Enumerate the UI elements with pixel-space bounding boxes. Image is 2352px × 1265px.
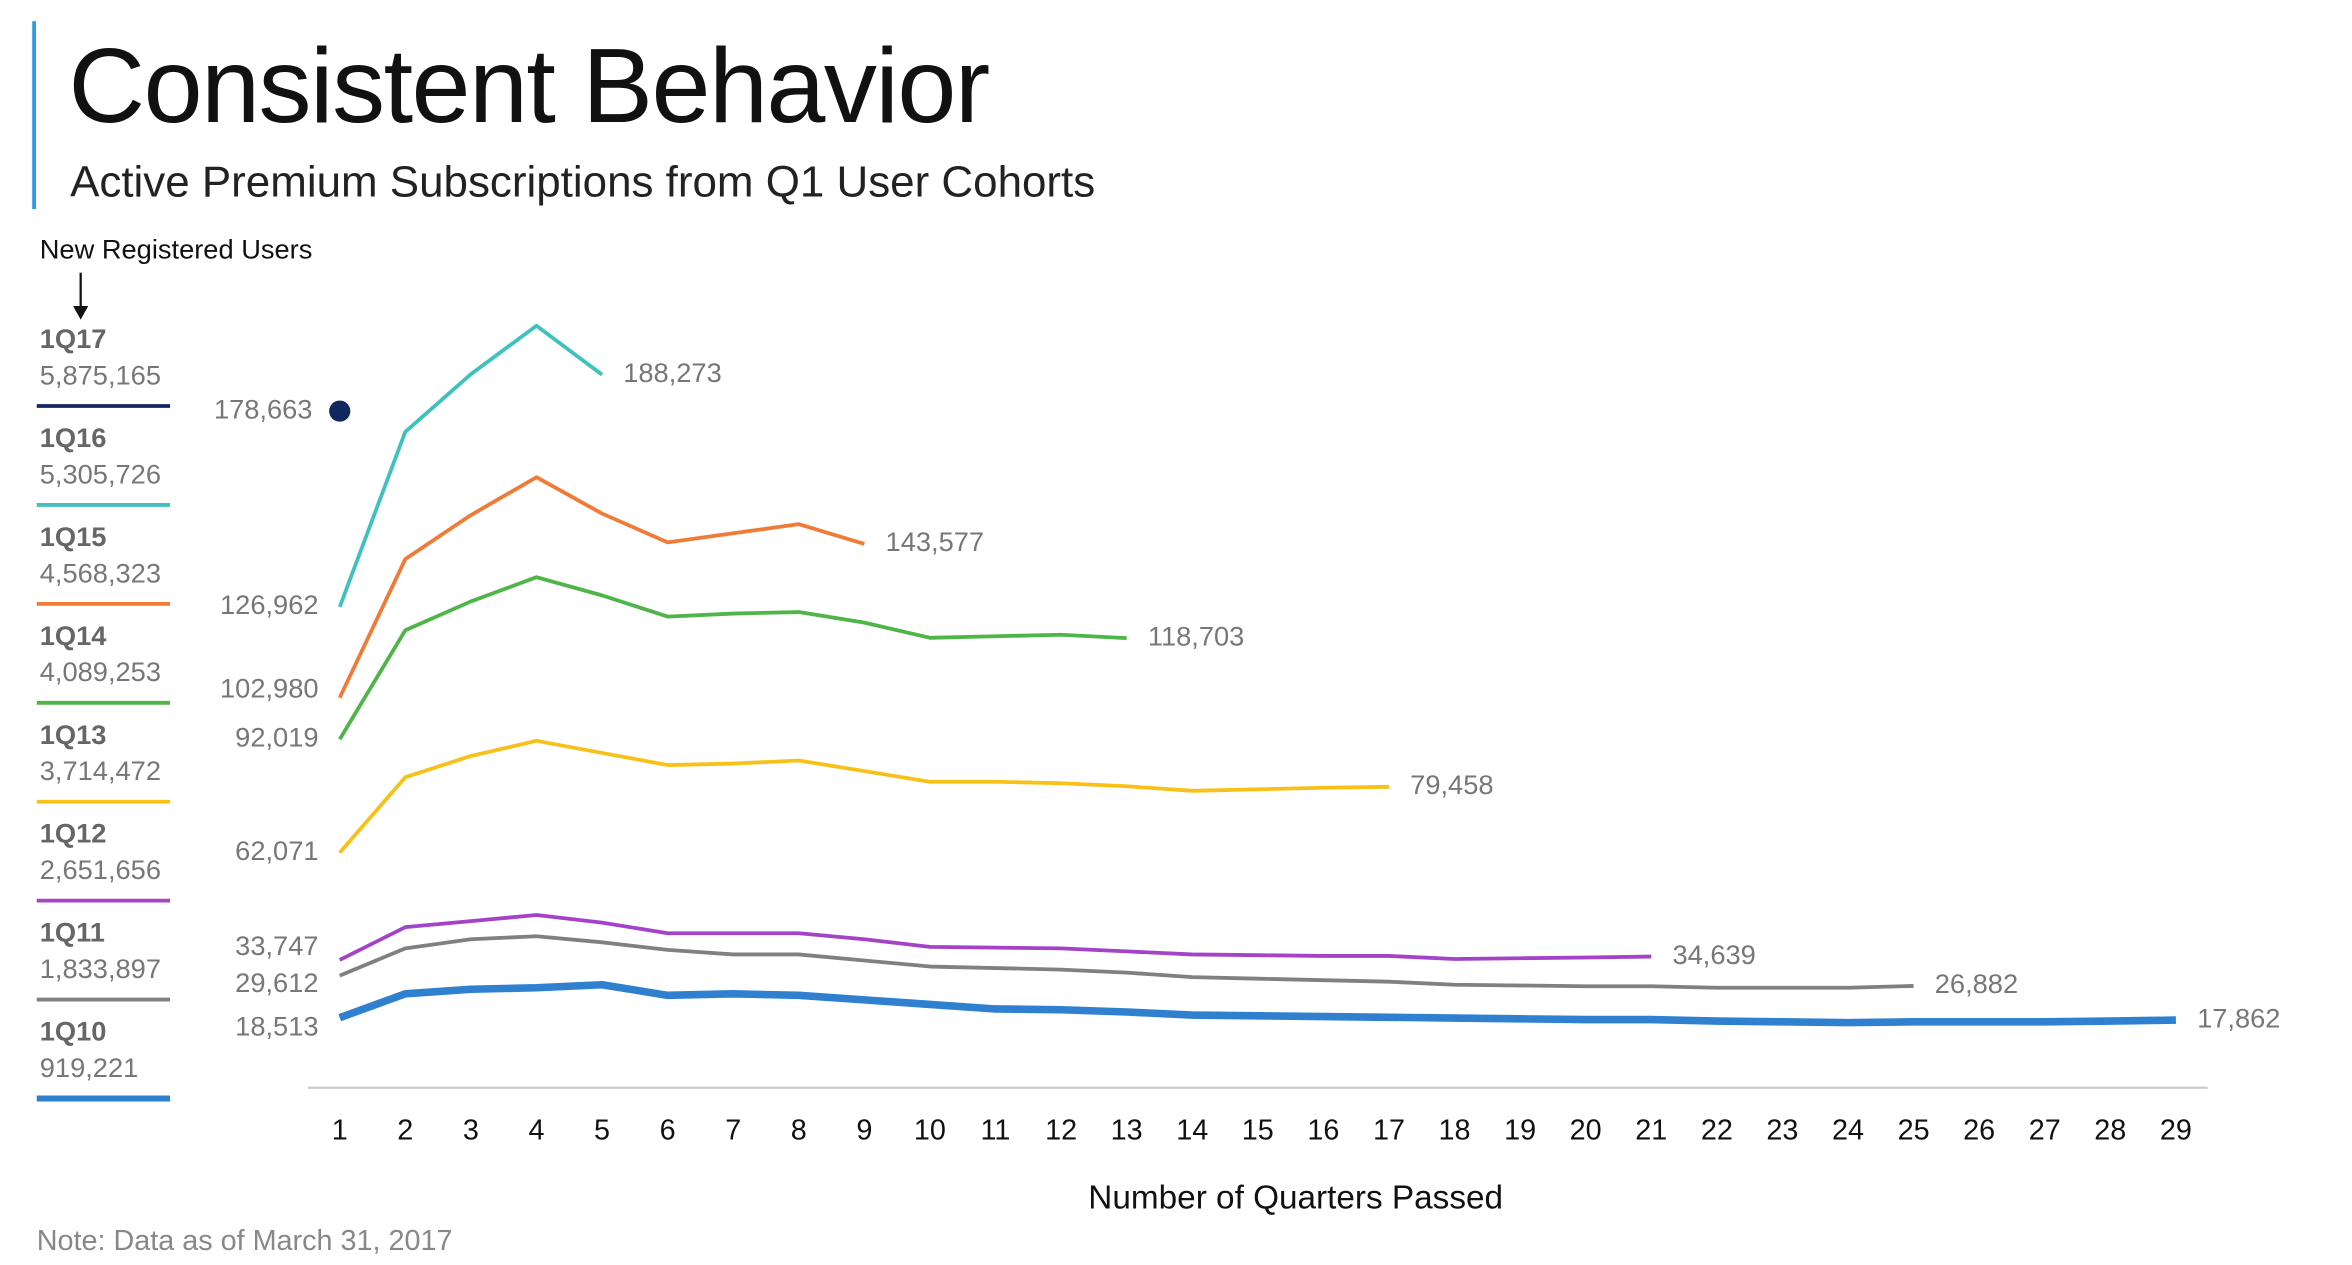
x-tick-label: 20 — [1570, 1114, 1602, 1146]
x-tick-label: 24 — [1832, 1114, 1864, 1146]
legend-users: 3,714,472 — [40, 755, 161, 786]
legend-users: 4,089,253 — [40, 656, 161, 687]
legend-name: 1Q11 — [40, 917, 105, 948]
data-label: 17,862 — [2197, 1002, 2280, 1033]
data-label: 143,577 — [886, 526, 985, 557]
data-label: 118,703 — [1148, 620, 1244, 651]
legend-users: 5,305,726 — [40, 458, 161, 489]
x-tick-label: 25 — [1898, 1114, 1930, 1146]
data-label: 26,882 — [1935, 968, 2018, 999]
x-tick-label: 2 — [397, 1114, 413, 1146]
legend-name: 1Q12 — [40, 818, 107, 849]
title-accent — [32, 21, 36, 210]
legend-users: 2,651,656 — [40, 854, 161, 885]
x-tick-label: 17 — [1373, 1114, 1405, 1146]
x-tick-label: 4 — [528, 1114, 544, 1146]
series-line — [338, 913, 1652, 962]
series-line — [337, 323, 604, 608]
data-label: 126,962 — [220, 589, 319, 620]
x-tick-label: 28 — [2094, 1114, 2126, 1146]
series-line — [339, 934, 1914, 990]
series-line — [338, 575, 1127, 741]
data-label: 18,513 — [235, 1010, 318, 1041]
x-tick-label: 15 — [1242, 1114, 1274, 1146]
x-tick-label: 19 — [1504, 1114, 1536, 1146]
data-label: 62,071 — [235, 835, 318, 866]
chart-title: Consistent Behavior — [69, 27, 989, 145]
x-tick-label: 23 — [1766, 1114, 1798, 1146]
x-tick-label: 3 — [463, 1114, 479, 1146]
x-tick-label: 29 — [2160, 1114, 2192, 1146]
x-tick-label: 6 — [660, 1114, 676, 1146]
x-axis-label: Number of Quarters Passed — [1088, 1180, 1503, 1217]
legend-name: 1Q16 — [40, 422, 107, 453]
legend-name: 1Q10 — [40, 1016, 107, 1047]
legend-name: 1Q13 — [40, 719, 107, 750]
x-tick-label: 13 — [1111, 1114, 1143, 1146]
legend-title: New Registered Users — [40, 234, 313, 265]
x-tick-label: 21 — [1635, 1114, 1667, 1146]
x-tick-label: 18 — [1439, 1114, 1471, 1146]
x-tick-label: 26 — [1963, 1114, 1995, 1146]
x-tick-label: 1 — [332, 1114, 348, 1146]
legend-users: 5,875,165 — [40, 359, 161, 390]
legend-arrowhead — [73, 306, 89, 320]
series-line — [338, 738, 1389, 854]
x-tick-label: 9 — [856, 1114, 872, 1146]
legend-users: 1,833,897 — [40, 953, 161, 984]
legend-users: 919,221 — [40, 1052, 139, 1083]
series-line — [338, 475, 865, 699]
x-tick-label: 27 — [2029, 1114, 2061, 1146]
data-label: 33,747 — [235, 930, 318, 961]
x-tick-label: 8 — [791, 1114, 807, 1146]
legend-name: 1Q14 — [40, 620, 108, 651]
data-label: 79,458 — [1410, 769, 1493, 800]
data-label: 29,612 — [235, 967, 318, 998]
x-tick-label: 5 — [594, 1114, 610, 1146]
data-label: 92,019 — [235, 721, 318, 752]
x-tick-label: 22 — [1701, 1114, 1733, 1146]
x-tick-label: 11 — [981, 1114, 1011, 1146]
x-tick-label: 10 — [914, 1114, 946, 1146]
x-tick-label: 16 — [1307, 1114, 1339, 1146]
data-label: 188,273 — [623, 357, 722, 388]
series-line — [338, 980, 2176, 1027]
legend-users: 4,568,323 — [40, 557, 161, 588]
data-label: 34,639 — [1672, 939, 1755, 970]
data-point — [329, 400, 351, 422]
legend-name: 1Q15 — [40, 521, 107, 552]
note: Note: Data as of March 31, 2017 — [37, 1225, 453, 1257]
legend-name: 1Q17 — [40, 323, 107, 354]
data-label: 178,663 — [214, 393, 313, 424]
chart-subtitle: Active Premium Subscriptions from Q1 Use… — [70, 157, 1095, 206]
x-tick-label: 7 — [725, 1114, 741, 1146]
data-label: 102,980 — [220, 672, 319, 703]
x-tick-label: 12 — [1045, 1114, 1077, 1146]
x-tick-label: 14 — [1176, 1114, 1208, 1146]
